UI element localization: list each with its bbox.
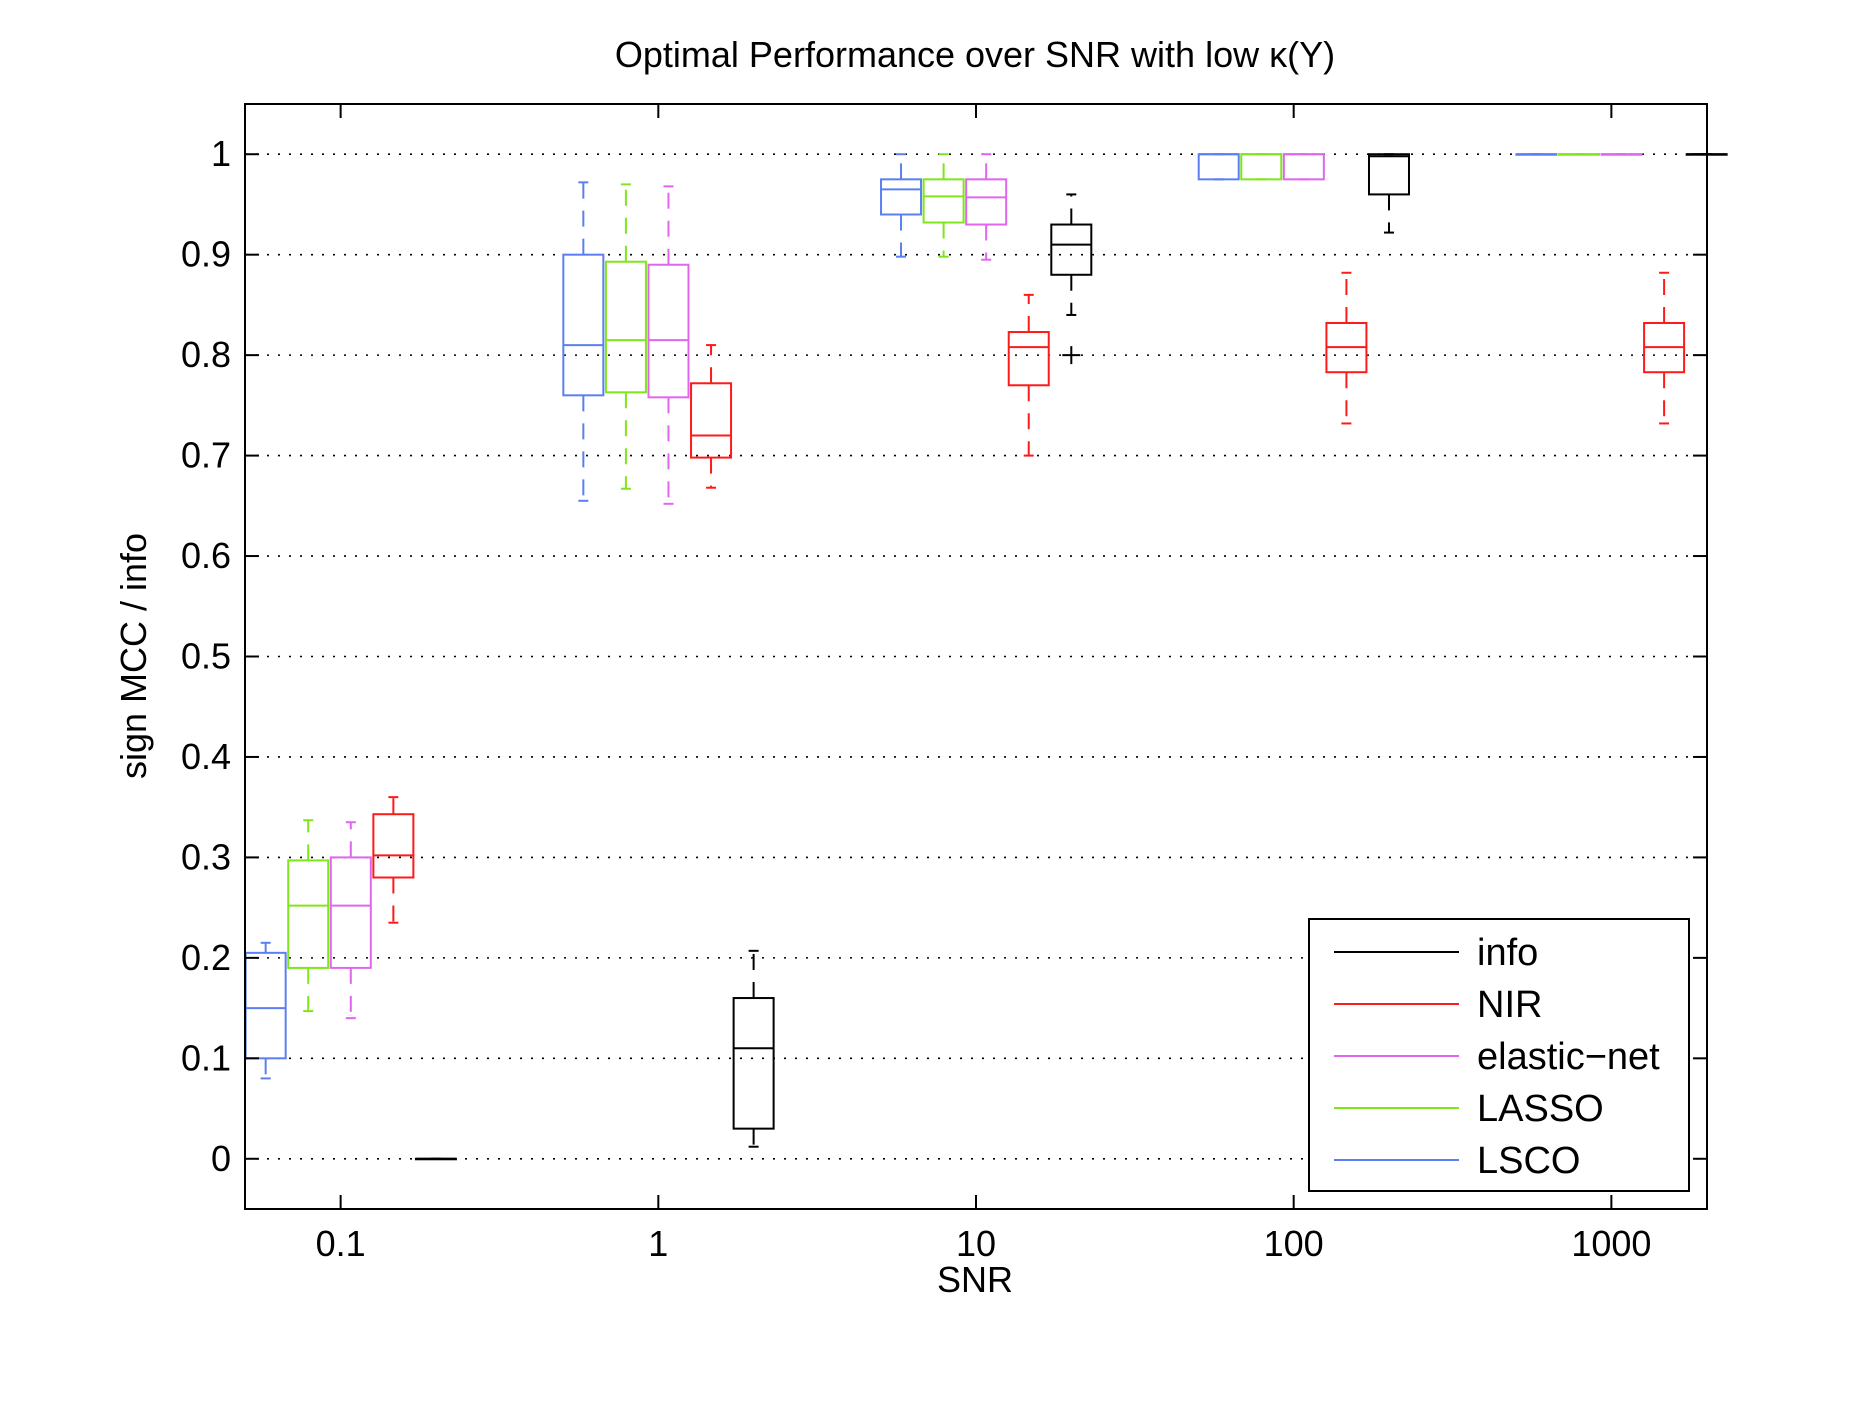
box-lsco xyxy=(1197,153,1240,181)
box-elasticnet xyxy=(1600,153,1643,156)
box-lsco xyxy=(562,181,605,502)
box-elasticnet xyxy=(329,821,372,1020)
legend-label: NIR xyxy=(1477,984,1542,1026)
x-axis-label: SNR xyxy=(937,1259,1013,1300)
box-series xyxy=(244,153,1728,1161)
box-nir xyxy=(690,344,733,489)
box-iqr xyxy=(244,951,287,1060)
box-iqr xyxy=(1240,153,1283,181)
box-iqr xyxy=(1282,153,1325,181)
box-lasso xyxy=(922,153,965,258)
box-lsco xyxy=(880,153,923,258)
box-lasso xyxy=(287,819,330,1013)
box-iqr xyxy=(880,178,923,216)
box-nir xyxy=(1007,293,1050,457)
legend-label: LASSO xyxy=(1477,1088,1604,1130)
box-nir xyxy=(372,796,415,924)
box-iqr xyxy=(1007,331,1050,387)
box-iqr xyxy=(1367,153,1410,196)
box-lsco xyxy=(1515,153,1558,156)
box-elasticnet xyxy=(1282,153,1325,181)
box-info xyxy=(1050,193,1093,365)
box-elasticnet xyxy=(647,185,690,505)
y-tick-label: 0.4 xyxy=(181,736,231,777)
box-info xyxy=(414,1157,457,1161)
y-tick-label: 0.2 xyxy=(181,937,231,978)
box-iqr xyxy=(922,178,965,224)
legend-label: info xyxy=(1477,932,1538,974)
box-iqr xyxy=(287,859,330,969)
box-iqr xyxy=(690,382,733,459)
legend-item: LASSO xyxy=(1334,1088,1604,1130)
x-tick-label: 10 xyxy=(956,1223,996,1264)
box-info xyxy=(732,949,775,1148)
x-tick-label: 1 xyxy=(648,1223,668,1264)
y-tick-label: 0.9 xyxy=(181,234,231,275)
y-tick-label: 0.7 xyxy=(181,435,231,476)
y-tick-label: 0.8 xyxy=(181,334,231,375)
box-iqr xyxy=(1050,223,1093,276)
box-iqr xyxy=(329,856,372,969)
y-axis-label: sign MCC / info xyxy=(113,533,154,779)
y-tick-label: 0.3 xyxy=(181,836,231,877)
y-tick-label: 0.1 xyxy=(181,1037,231,1078)
legend-item: LSCO xyxy=(1334,1140,1580,1182)
box-lasso xyxy=(1240,153,1283,181)
legend-item: elastic−net xyxy=(1334,1036,1660,1078)
chart-title: Optimal Performance over SNR with low κ(… xyxy=(615,34,1335,75)
box-elasticnet xyxy=(965,153,1008,261)
x-tick-label: 100 xyxy=(1264,1223,1324,1264)
box-lasso xyxy=(604,183,647,490)
legend-label: LSCO xyxy=(1477,1140,1580,1182)
y-tick-label: 0.6 xyxy=(181,535,231,576)
legend: info NIR elastic−net LASSO LSCO xyxy=(1308,918,1690,1192)
box-info xyxy=(1367,153,1410,234)
legend-item: NIR xyxy=(1334,984,1542,1026)
box-iqr xyxy=(1197,153,1240,181)
grid-lines xyxy=(245,153,1707,1160)
y-tick-label: 0 xyxy=(211,1138,231,1179)
legend-item: info xyxy=(1334,932,1538,974)
legend-label: elastic−net xyxy=(1477,1036,1660,1078)
x-tick-label: 1000 xyxy=(1571,1223,1651,1264)
box-iqr xyxy=(965,178,1008,226)
box-nir xyxy=(1643,271,1686,425)
y-tick-label: 1 xyxy=(211,133,231,174)
box-iqr xyxy=(647,263,690,399)
box-lasso xyxy=(1557,153,1600,156)
y-tick-label: 0.5 xyxy=(181,636,231,677)
box-iqr xyxy=(562,253,605,397)
box-iqr xyxy=(732,997,775,1130)
box-iqr xyxy=(604,260,647,394)
box-nir xyxy=(1325,271,1368,425)
x-tick-label: 0.1 xyxy=(316,1223,366,1264)
box-iqr xyxy=(372,813,415,879)
axis-ticks: 0 0.1 0.2 0.3 0.4 0.5 0.6 0.7 0.8 0.9 1 0.1 1 10 100 10… xyxy=(181,104,1707,1264)
